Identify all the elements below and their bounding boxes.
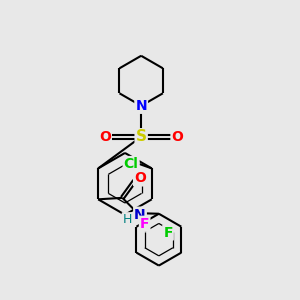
- Text: O: O: [134, 171, 146, 185]
- Text: N: N: [134, 208, 146, 222]
- Text: O: O: [99, 130, 111, 144]
- Text: Cl: Cl: [124, 157, 139, 171]
- Text: S: S: [136, 129, 147, 144]
- Text: O: O: [171, 130, 183, 144]
- Text: H: H: [123, 213, 132, 226]
- Text: F: F: [163, 226, 173, 240]
- Text: F: F: [140, 217, 149, 231]
- Text: N: N: [135, 99, 147, 113]
